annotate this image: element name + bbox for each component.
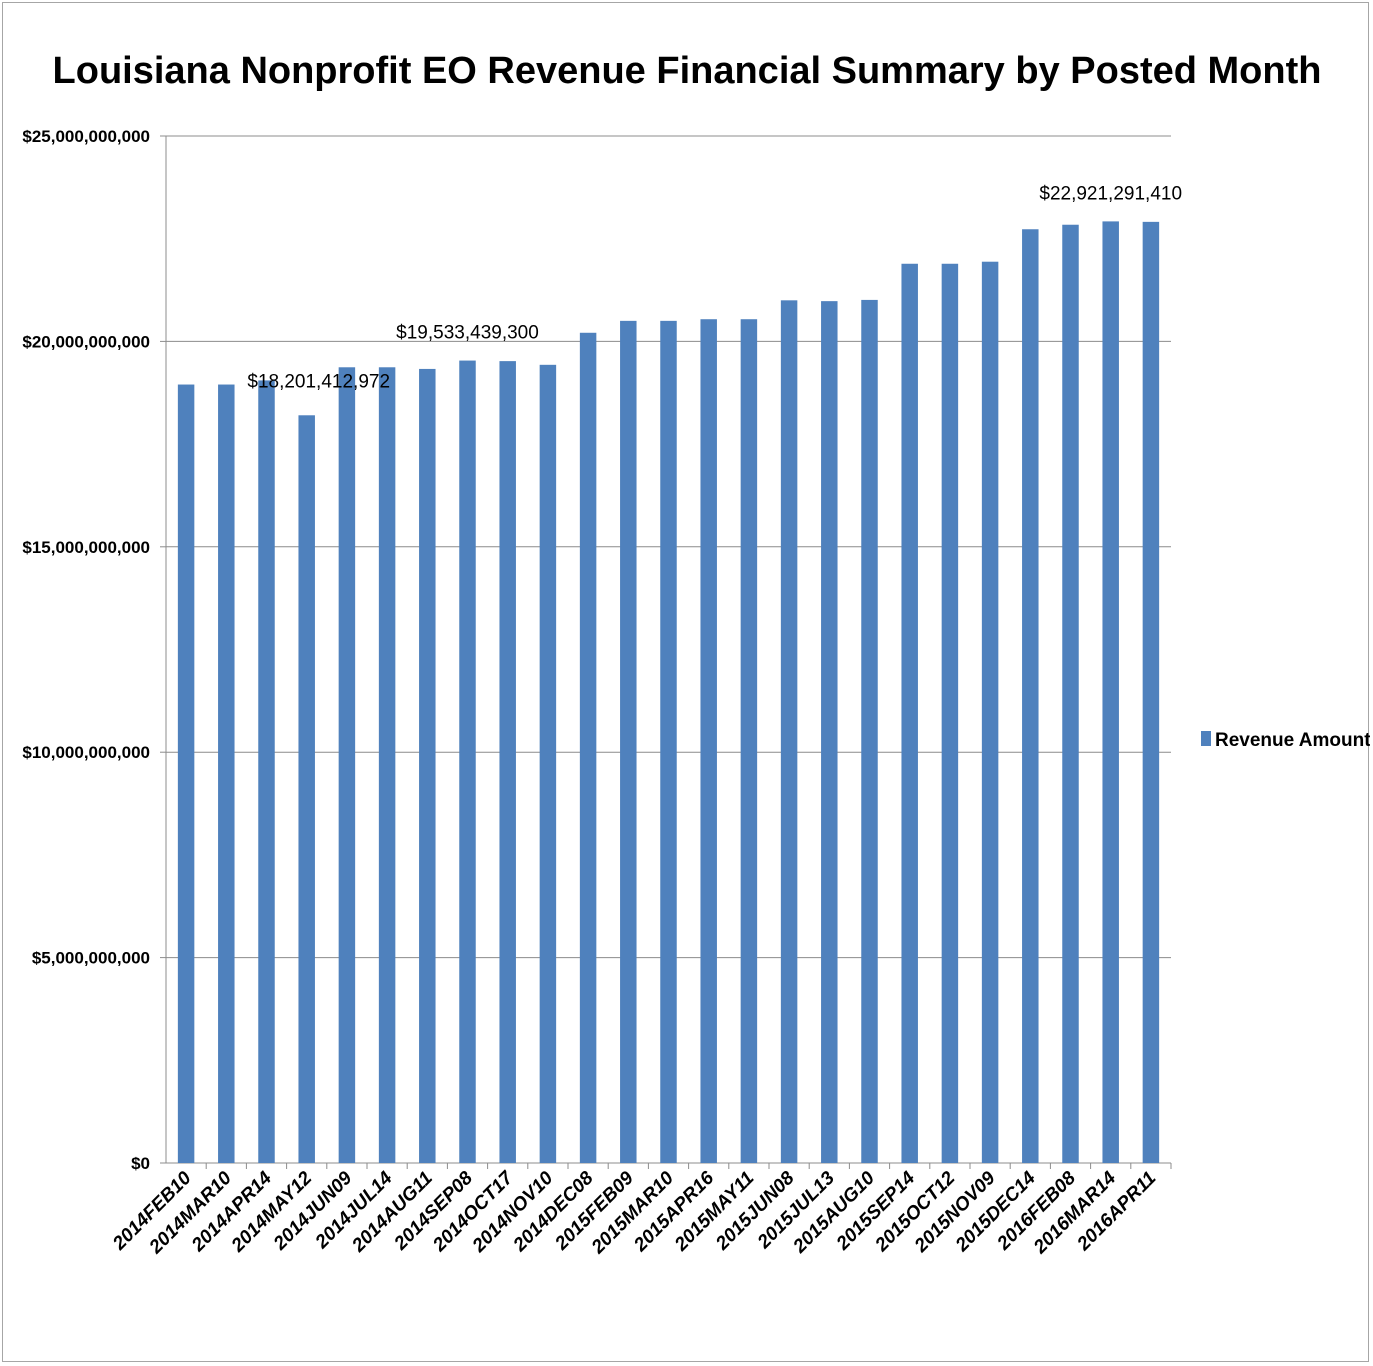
- bar: [177, 384, 195, 1163]
- legend-label-revenue-amount: Revenue Amount: [1215, 730, 1370, 751]
- bar: [901, 263, 918, 1163]
- bar: [941, 263, 959, 1163]
- bar: [1062, 224, 1079, 1164]
- bar: [780, 300, 798, 1163]
- y-tick-label: $0: [131, 1154, 150, 1173]
- bar: [298, 415, 315, 1163]
- bar: [1142, 221, 1160, 1164]
- bars: [177, 221, 1160, 1164]
- bar: [338, 367, 356, 1163]
- y-tick-label: $20,000,000,000: [22, 332, 150, 351]
- legend-swatch: [1201, 731, 1211, 746]
- bar: [419, 368, 436, 1164]
- legend: Revenue Amount: [1201, 730, 1370, 751]
- chart-title: Louisiana Nonprofit EO Revenue Financial…: [53, 50, 1322, 92]
- y-tick-label: $15,000,000,000: [22, 538, 150, 557]
- bar: [579, 332, 597, 1163]
- bar: [1022, 229, 1039, 1164]
- bar: [218, 384, 235, 1163]
- bar: [1102, 221, 1119, 1163]
- bar: [861, 299, 878, 1164]
- bar: [821, 301, 838, 1163]
- data-label: $18,201,412,972: [247, 371, 390, 392]
- bar: [539, 364, 557, 1163]
- y-tick-label: $5,000,000,000: [32, 949, 150, 968]
- axes: $0 $5,000,000,000 $10,000,000,000 $15,000,0…: [22, 127, 1172, 1259]
- y-tick-label: $25,000,000,000: [22, 127, 150, 146]
- bar: [660, 320, 677, 1163]
- bar: [740, 319, 758, 1163]
- bar: [378, 367, 396, 1163]
- y-tick-label: $10,000,000,000: [22, 743, 150, 762]
- data-label: $22,921,291,410: [1039, 183, 1182, 204]
- bar: [981, 261, 999, 1163]
- data-labels: $18,201,412,972 $19,533,439,300 $22,921,29…: [247, 183, 1182, 392]
- bar: [459, 360, 476, 1164]
- bar: [499, 361, 516, 1163]
- bar: [258, 380, 275, 1163]
- data-label: $19,533,439,300: [396, 323, 539, 344]
- bar: [620, 320, 637, 1163]
- revenue-bar-chart: Louisiana Nonprofit EO Revenue Financial…: [22, 50, 1370, 1259]
- bar: [700, 319, 717, 1163]
